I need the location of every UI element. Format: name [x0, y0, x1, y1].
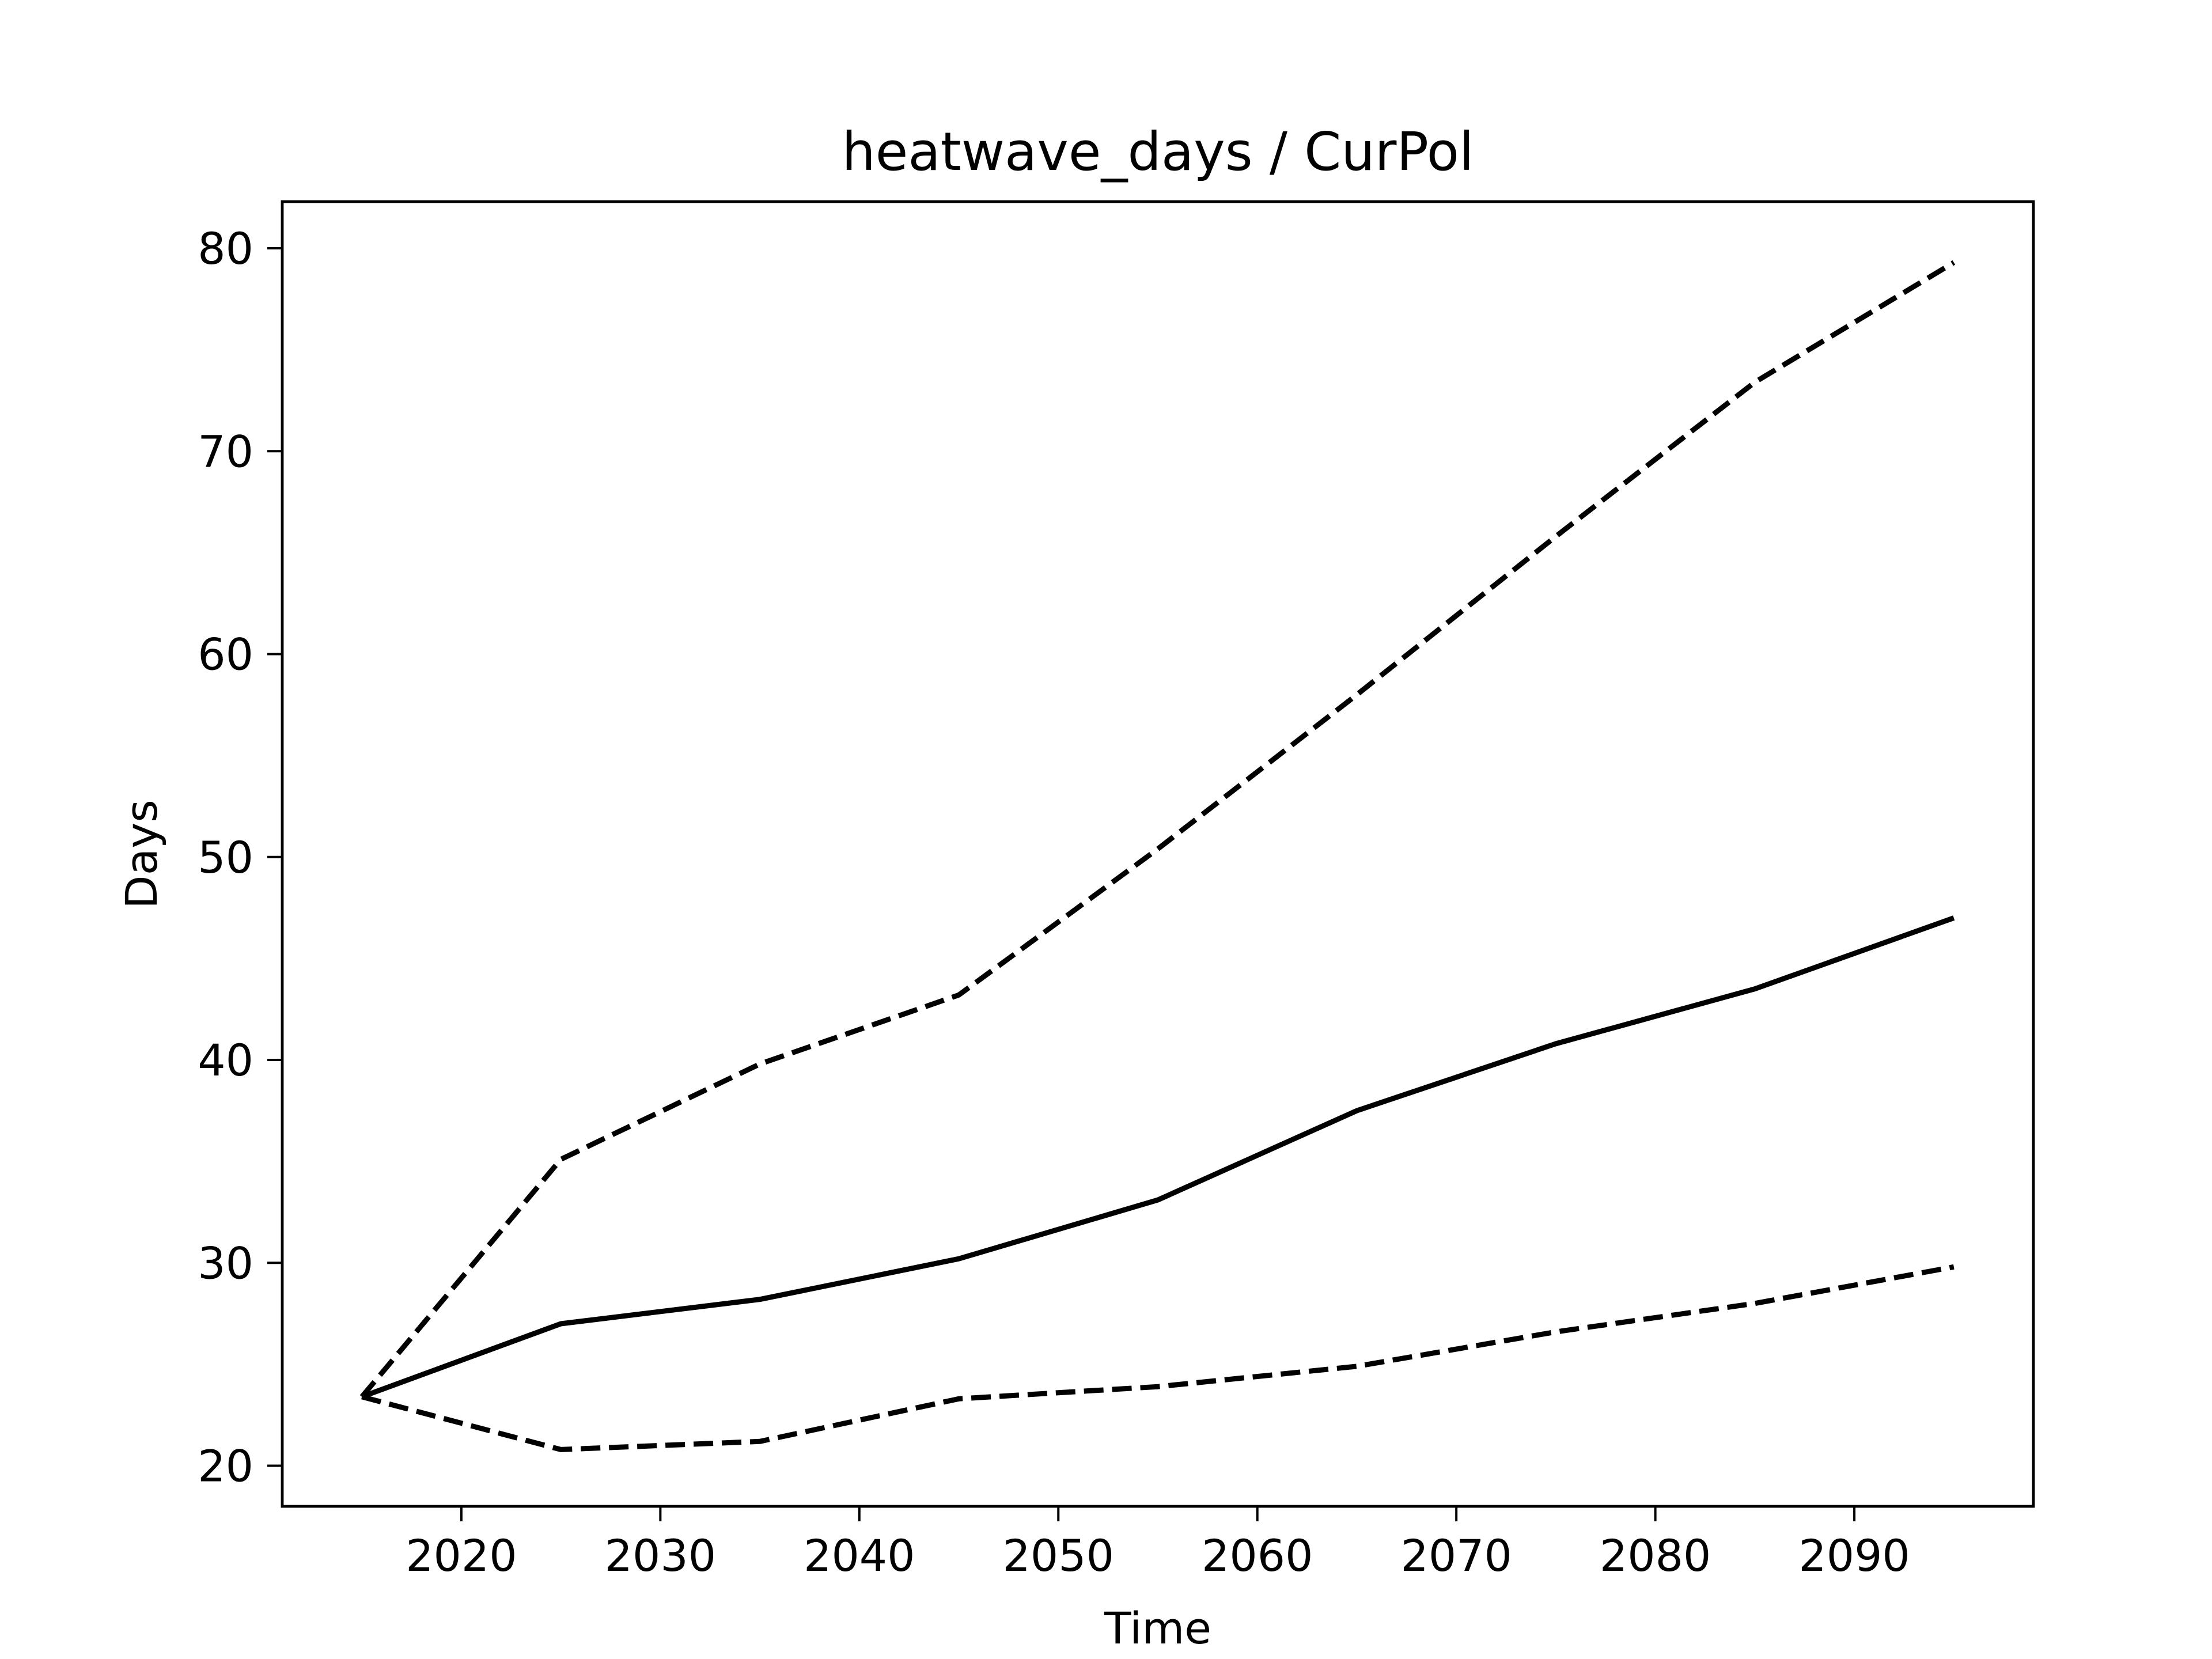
- dashed-series-line-2: [361, 1264, 1955, 1452]
- y-tick-label: 30: [198, 1237, 253, 1289]
- x-tick-label: 2080: [1600, 1530, 1711, 1581]
- y-tick-label: 70: [198, 426, 253, 477]
- y-axis-label: Days: [116, 800, 167, 909]
- x-tick-label: 2090: [1798, 1530, 1910, 1581]
- solid-series-line-0: [361, 915, 1955, 1400]
- x-tick-label: 2040: [804, 1530, 915, 1581]
- x-tick-label: 2030: [605, 1530, 716, 1581]
- y-tick-label: 20: [198, 1441, 253, 1492]
- x-axis-ticks: 2020 2030 2040 2050 2060 2070 2080 2090: [406, 1506, 1910, 1581]
- x-tick-label: 2070: [1400, 1530, 1512, 1581]
- series-layer: [359, 260, 1956, 1452]
- x-tick-label: 2050: [1003, 1530, 1114, 1581]
- x-tick-label: 2020: [406, 1530, 517, 1581]
- y-axis-ticks: 20 30 40 50 60 70 80: [198, 223, 282, 1492]
- x-tick-label: 2060: [1202, 1530, 1313, 1581]
- y-tick-label: 40: [198, 1035, 253, 1086]
- plot-frame: [281, 200, 2035, 1508]
- y-tick-label: 50: [198, 832, 253, 883]
- dashed-series-line-1: [359, 260, 1956, 1399]
- y-tick-label: 60: [198, 629, 253, 680]
- chart-title: heatwave_days / CurPol: [842, 121, 1474, 183]
- x-axis-label: Time: [1104, 1603, 1211, 1654]
- y-tick-label: 80: [198, 223, 253, 274]
